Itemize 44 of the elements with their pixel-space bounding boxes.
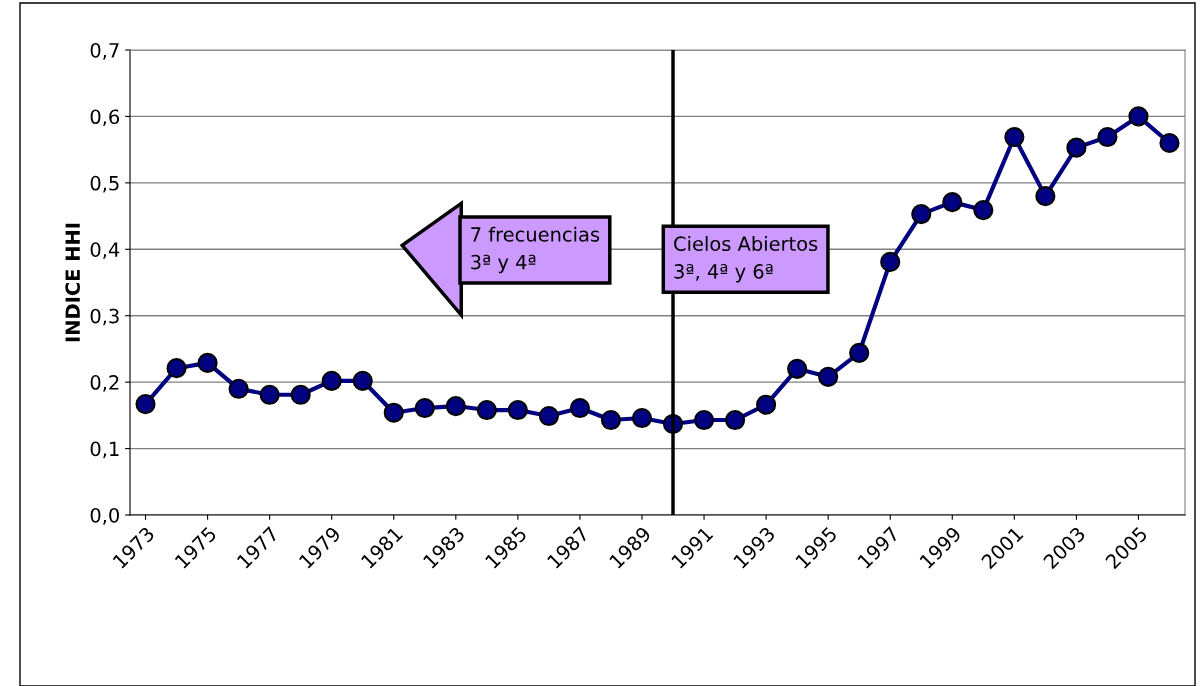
point	[787, 358, 808, 379]
y-tick-label: 0,2	[90, 375, 119, 392]
point	[1159, 132, 1180, 154]
point	[600, 409, 622, 431]
point	[849, 342, 870, 363]
point	[197, 352, 218, 373]
point	[818, 366, 839, 387]
y-tick-label: 0,1	[90, 441, 119, 459]
y-tick-label: 0,7	[90, 42, 119, 60]
point	[1097, 126, 1118, 148]
point	[166, 358, 187, 379]
point	[414, 397, 435, 419]
point	[538, 405, 559, 427]
annotation: 7 frecuencias 3ª y 4ª	[471, 226, 600, 274]
y-tick-label: 0,6	[90, 109, 120, 127]
point	[693, 409, 715, 431]
y-axis-title: INDICE HHI	[65, 223, 81, 342]
y-tick-label: 0,5	[90, 175, 119, 193]
point	[476, 399, 497, 421]
point	[383, 402, 404, 423]
point	[880, 251, 901, 272]
point	[321, 370, 342, 391]
point	[942, 192, 963, 213]
point	[725, 409, 746, 431]
point	[1128, 106, 1149, 127]
point	[1004, 126, 1025, 148]
y-tick-label: 0,3	[90, 308, 119, 326]
point	[1035, 186, 1056, 207]
point	[259, 384, 280, 405]
point	[756, 394, 777, 415]
point	[135, 394, 156, 415]
point	[569, 397, 590, 419]
point	[911, 204, 932, 225]
point	[973, 200, 994, 221]
y-tick-label: 0,0	[90, 507, 119, 525]
point	[445, 395, 466, 417]
y-tick-label: 0,4	[90, 242, 120, 259]
point	[1066, 137, 1087, 158]
point	[352, 370, 373, 391]
ref-line-label: Cielos Abiertos 3ª, 4ª y 6ª	[674, 236, 818, 283]
point	[290, 384, 311, 405]
point	[631, 407, 653, 429]
point	[228, 378, 249, 399]
point	[507, 399, 528, 421]
